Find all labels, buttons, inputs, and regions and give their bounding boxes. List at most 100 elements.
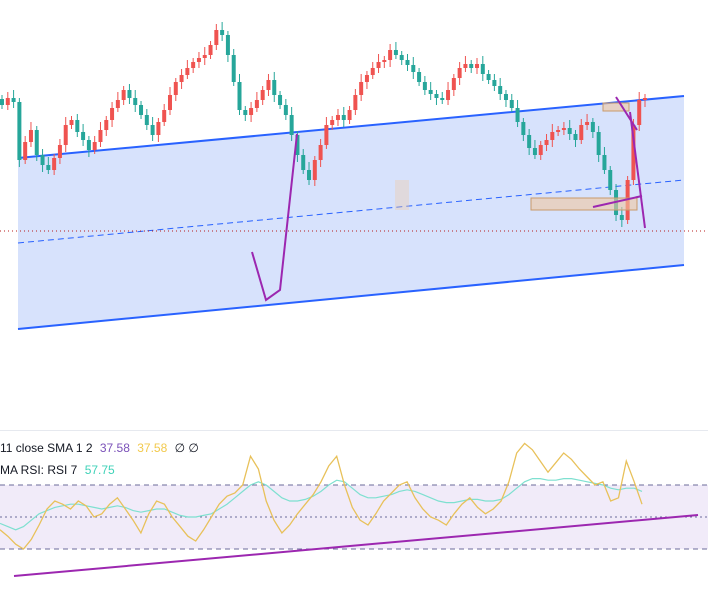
candle-body — [486, 74, 491, 80]
candle-body — [503, 94, 508, 100]
candle-body — [602, 155, 607, 170]
candle-body — [179, 75, 184, 82]
candle-body — [69, 120, 74, 125]
candle-body — [388, 50, 393, 60]
candle-body — [579, 125, 584, 140]
candle-body — [608, 170, 613, 190]
candle-body — [451, 78, 456, 90]
candle-body — [278, 95, 283, 105]
candle-body — [422, 82, 427, 90]
sma-value-1: 37.58 — [99, 441, 130, 455]
candle-body — [643, 98, 647, 100]
candle-body — [254, 100, 259, 108]
candle-body — [532, 148, 537, 155]
candle-body — [376, 62, 381, 68]
candle-body — [434, 94, 439, 98]
candle-body — [266, 80, 271, 90]
candle-body — [637, 100, 642, 125]
pane-separator[interactable] — [0, 430, 708, 431]
candle-body — [359, 82, 364, 95]
empty-set-icon: ∅ ∅ — [174, 441, 199, 455]
candle-body — [411, 65, 416, 72]
candle-body — [196, 58, 201, 62]
candle-body — [57, 145, 62, 158]
channel-lower-line — [17, 264, 685, 330]
candle-body — [220, 30, 225, 35]
candle-body — [585, 122, 590, 125]
candle-body — [46, 165, 51, 170]
candle-body — [417, 72, 422, 82]
pattern-line-2 — [592, 195, 643, 208]
candle-body — [469, 64, 474, 68]
candle-body — [127, 90, 132, 98]
pattern-line-3 — [615, 96, 638, 131]
candle-body — [92, 142, 97, 150]
candle-body — [121, 90, 126, 100]
candle-body — [225, 35, 230, 55]
candle-body — [249, 108, 254, 115]
channel-mid-line — [17, 179, 685, 244]
candle-body — [23, 142, 28, 160]
candle-body — [307, 170, 312, 180]
candle-body — [475, 64, 480, 68]
candle-body — [11, 98, 16, 102]
candle-body — [364, 75, 369, 82]
candle-body — [214, 30, 219, 45]
candle-body — [75, 120, 80, 132]
candle-body — [596, 132, 601, 155]
candle-body — [191, 62, 196, 68]
candle-body — [86, 140, 91, 150]
candle-body — [428, 90, 433, 94]
candle-body — [544, 140, 549, 145]
candle-body — [405, 60, 410, 65]
candle-body — [573, 134, 578, 140]
candle-body — [527, 135, 532, 148]
candle-body — [167, 95, 172, 110]
candle-body — [156, 122, 161, 135]
rsi-legend-label: MA RSI: RSI 7 — [0, 463, 78, 477]
rsi-legend: MA RSI: RSI 7 57.75 — [0, 463, 119, 477]
rsi-trendline — [13, 514, 699, 577]
candle-body — [295, 135, 300, 155]
rsi-pane[interactable] — [0, 442, 708, 577]
candle-body — [185, 68, 190, 75]
candle-body — [631, 125, 636, 180]
candle-body — [370, 68, 375, 75]
candle-body — [162, 110, 167, 122]
candle-body — [260, 90, 265, 100]
candle-body — [237, 82, 242, 110]
candle-body — [590, 122, 595, 132]
candle-body — [556, 130, 561, 132]
pattern-line-4 — [629, 111, 646, 229]
candle-body — [521, 122, 526, 135]
candle-body — [480, 64, 485, 74]
candle-body — [393, 50, 398, 55]
candle-body — [243, 110, 248, 115]
candle-body — [283, 105, 288, 115]
candle-body — [231, 55, 236, 82]
channel-fill — [18, 96, 684, 329]
candle-body — [40, 155, 45, 165]
candle-body — [17, 102, 22, 160]
candle-body — [446, 90, 451, 100]
candle-body — [139, 105, 144, 115]
candle-body — [289, 115, 294, 135]
candle-body — [567, 128, 572, 134]
highlight-box-2 — [602, 102, 630, 112]
candle-body — [347, 110, 352, 120]
candle-body — [509, 100, 514, 108]
candle-body — [301, 155, 306, 170]
price-pane[interactable] — [0, 22, 708, 330]
candle-body — [144, 115, 149, 125]
candle-body — [463, 64, 468, 68]
candle-body — [208, 45, 213, 55]
sma-legend-label: 11 close SMA 1 2 — [0, 441, 93, 455]
candle-body — [52, 158, 57, 170]
sma-value-2: 37.58 — [137, 441, 168, 455]
candle-body — [133, 98, 138, 105]
channel-upper-line — [17, 95, 685, 159]
candle-body — [498, 86, 503, 94]
candle-body — [28, 130, 33, 142]
candle-body — [312, 160, 317, 180]
